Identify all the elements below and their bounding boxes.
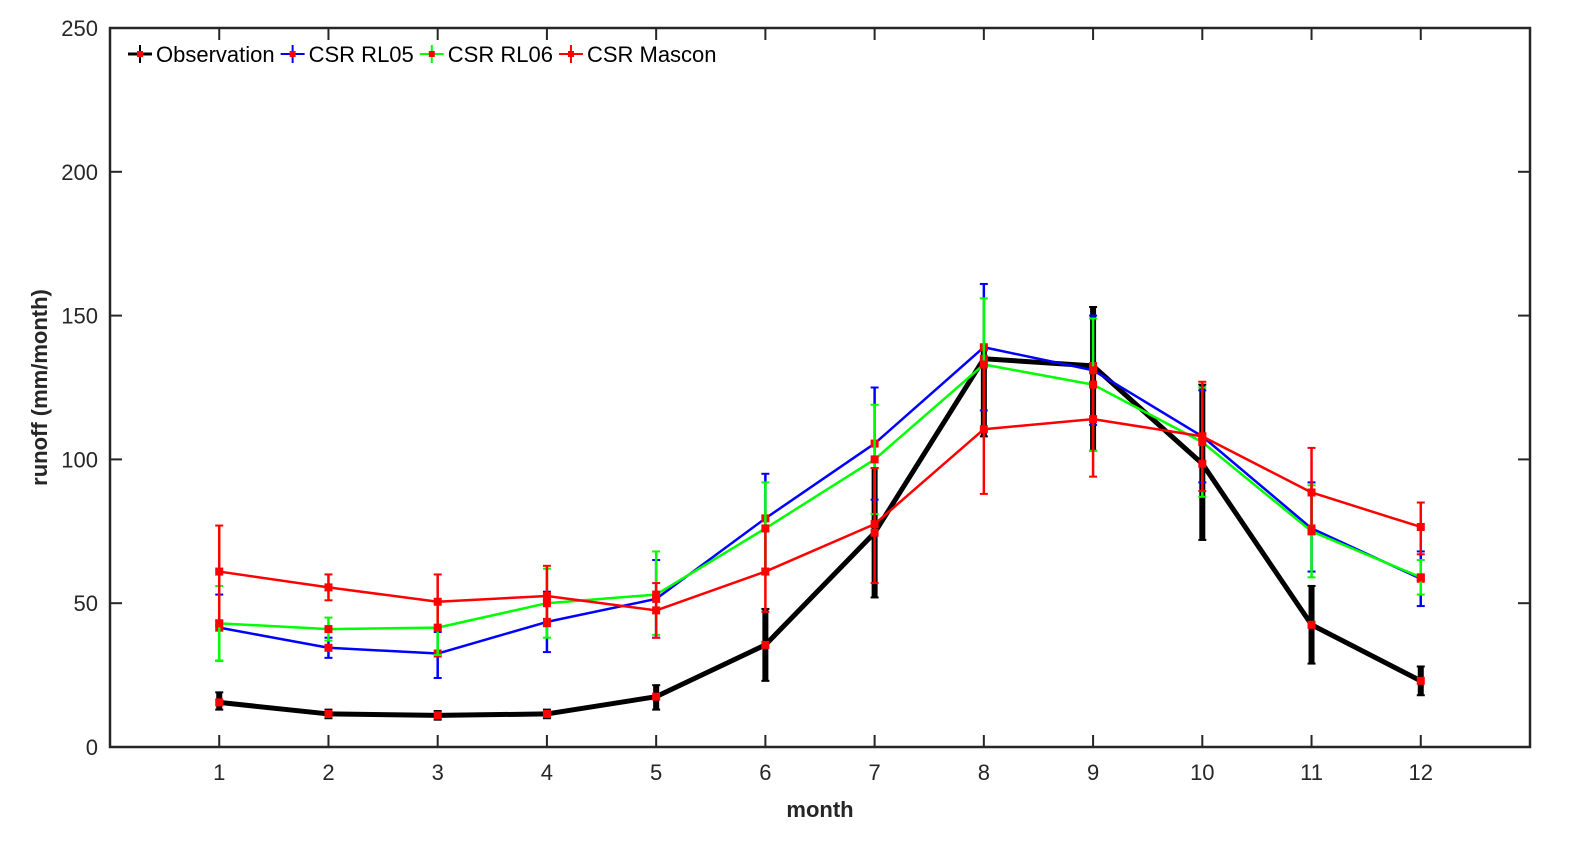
- data-point: [979, 425, 988, 434]
- data-point: [652, 692, 661, 701]
- data-point: [1416, 522, 1425, 531]
- legend-item-csr-rl05: CSR RL05: [280, 42, 414, 67]
- data-point: [324, 643, 333, 652]
- data-point: [761, 567, 770, 576]
- data-point: [215, 567, 224, 576]
- y-tick-label: 200: [61, 160, 98, 185]
- y-tick-label: 250: [61, 16, 98, 41]
- data-point: [1416, 573, 1425, 582]
- series-line: [219, 345, 1422, 655]
- data-point: [215, 698, 224, 707]
- data-point: [652, 606, 661, 615]
- legend-marker: [137, 51, 143, 57]
- y-tick-label: 150: [61, 304, 98, 329]
- data-point: [324, 583, 333, 592]
- x-tick-label: 2: [322, 760, 334, 785]
- legend-label: Observation: [156, 42, 275, 67]
- x-tick-label: 8: [978, 760, 990, 785]
- x-tick-label: 11: [1300, 760, 1323, 785]
- series-line: [219, 363, 1422, 631]
- y-tick-label: 0: [86, 735, 98, 760]
- data-point: [1089, 415, 1098, 424]
- x-tick-label: 6: [759, 760, 771, 785]
- legend-item-csr-rl06: CSR RL06: [419, 42, 553, 67]
- data-point: [215, 619, 224, 628]
- legend-marker: [428, 51, 435, 57]
- legend-label: CSR RL05: [309, 42, 414, 67]
- x-axis-label: month: [786, 797, 853, 822]
- data-point: [542, 709, 551, 718]
- data-point: [324, 625, 333, 634]
- series-observation: [215, 305, 1425, 721]
- data-point: [870, 455, 879, 464]
- data-point: [433, 597, 442, 606]
- series-csr-mascon: [215, 363, 1425, 639]
- data-point: [433, 711, 442, 720]
- data-point: [1198, 432, 1207, 441]
- x-tick-label: 3: [432, 760, 444, 785]
- series-csr-rl05: [215, 282, 1425, 679]
- legend-item-observation: Observation: [128, 42, 275, 67]
- y-tick-label: 50: [74, 591, 98, 616]
- x-tick-label: 12: [1409, 760, 1433, 785]
- legend-label: CSR Mascon: [587, 42, 717, 67]
- legend: Observation CSR RL05 CSR RL06 CSR Mascon: [128, 42, 717, 67]
- data-point: [761, 524, 770, 533]
- legend-marker: [289, 51, 296, 57]
- x-tick-label: 10: [1190, 760, 1214, 785]
- x-tick-label: 7: [868, 760, 880, 785]
- x-tick-label: 9: [1087, 760, 1099, 785]
- legend-item-csr-mascon: CSR Mascon: [558, 42, 717, 67]
- x-tick-label: 4: [541, 760, 553, 785]
- x-tick-label: 5: [650, 760, 662, 785]
- data-point: [761, 640, 770, 649]
- series-layer: [215, 282, 1425, 721]
- data-point: [870, 520, 879, 529]
- data-point: [542, 592, 551, 601]
- legend-label: CSR RL06: [448, 42, 553, 67]
- data-point: [324, 709, 333, 718]
- series-line: [218, 356, 1422, 718]
- data-point: [1416, 676, 1425, 685]
- data-point: [1307, 488, 1316, 497]
- x-tick-label: 1: [213, 760, 225, 785]
- y-tick-label: 100: [61, 447, 98, 472]
- legend-marker: [567, 51, 574, 57]
- data-point: [1307, 620, 1316, 629]
- series-line: [219, 417, 1422, 612]
- plot-area-frame: [108, 26, 1532, 749]
- y-axis-label: runoff (mm/month): [27, 289, 52, 486]
